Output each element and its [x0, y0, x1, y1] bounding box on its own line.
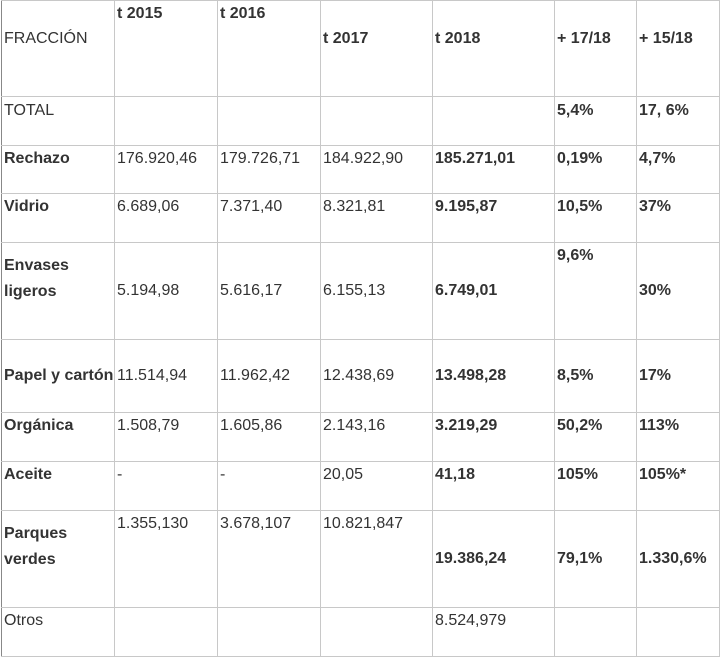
header-t2017: t 2017: [320, 0, 433, 97]
header-t2016: t 2016: [217, 0, 321, 97]
cell-2015: [114, 96, 218, 146]
table-row: Orgánica 1.508,79 1.605,86 2.143,16 3.21…: [1, 412, 720, 462]
cell-2016: -: [217, 461, 321, 511]
cell-var-17-18: 50,2%: [554, 412, 637, 462]
cell-var-17-18: 105%: [554, 461, 637, 511]
cell-var-15-18: 4,7%: [636, 145, 720, 194]
cell-var-15-18: 17, 6%: [636, 96, 720, 146]
cell-2017: 8.321,81: [320, 193, 433, 243]
cell-var-15-18: 113%: [636, 412, 720, 462]
row-name: Parques verdes: [1, 510, 115, 608]
cell-2015: 5.194,98: [114, 242, 218, 340]
cell-2015: [114, 607, 218, 657]
cell-2016: 5.616,17: [217, 242, 321, 340]
cell-2015: 6.689,06: [114, 193, 218, 243]
cell-2015: 1.508,79: [114, 412, 218, 462]
table-row: Parques verdes 1.355,130 3.678,107 10.82…: [1, 510, 720, 608]
table-row: Rechazo 176.920,46 179.726,71 184.922,90…: [1, 145, 720, 194]
cell-2016: 7.371,40: [217, 193, 321, 243]
cell-var-17-18: 9,6%: [554, 242, 637, 340]
table-row: Papel y cartón 11.514,94 11.962,42 12.43…: [1, 339, 720, 413]
cell-2017: [320, 607, 433, 657]
cell-2017: 20,05: [320, 461, 433, 511]
cell-2016: 11.962,42: [217, 339, 321, 413]
header-t2015: t 2015: [114, 0, 218, 97]
cell-2018: [432, 96, 555, 146]
row-name: Rechazo: [1, 145, 115, 194]
cell-2018: 3.219,29: [432, 412, 555, 462]
cell-2017: 12.438,69: [320, 339, 433, 413]
cell-2018: 19.386,24: [432, 510, 555, 608]
cell-2017: 2.143,16: [320, 412, 433, 462]
cell-var-17-18: 79,1%: [554, 510, 637, 608]
row-name: TOTAL: [1, 96, 115, 146]
cell-2017: 6.155,13: [320, 242, 433, 340]
cell-2016: 179.726,71: [217, 145, 321, 194]
cell-2016: [217, 607, 321, 657]
row-name: Orgánica: [1, 412, 115, 462]
cell-2018: 185.271,01: [432, 145, 555, 194]
row-name: Aceite: [1, 461, 115, 511]
cell-2018: 6.749,01: [432, 242, 555, 340]
cell-2015: 11.514,94: [114, 339, 218, 413]
header-var-17-18: + 17/18: [554, 0, 637, 97]
table-row: Envases ligeros 5.194,98 5.616,17 6.155,…: [1, 242, 720, 340]
header-fraccion: FRACCIÓN: [1, 0, 115, 97]
cell-2018: 13.498,28: [432, 339, 555, 413]
header-var-15-18: + 15/18: [636, 0, 720, 97]
cell-2015: 1.355,130: [114, 510, 218, 608]
cell-var-15-18: 1.330,6%: [636, 510, 720, 608]
table-row: TOTAL 5,4% 17, 6%: [1, 96, 720, 146]
table-row: Otros 8.524,979: [1, 607, 720, 657]
row-name: Vidrio: [1, 193, 115, 243]
cell-2018: 41,18: [432, 461, 555, 511]
cell-2018: 9.195,87: [432, 193, 555, 243]
cell-2016: 1.605,86: [217, 412, 321, 462]
cell-var-17-18: [554, 607, 637, 657]
cell-2017: 10.821,847: [320, 510, 433, 608]
cell-2018: 8.524,979: [432, 607, 555, 657]
cell-2016: 3.678,107: [217, 510, 321, 608]
cell-var-17-18: 8,5%: [554, 339, 637, 413]
cell-2017: [320, 96, 433, 146]
cell-2015: -: [114, 461, 218, 511]
cell-var-17-18: 10,5%: [554, 193, 637, 243]
cell-2016: [217, 96, 321, 146]
cell-var-15-18: 37%: [636, 193, 720, 243]
row-name: Papel y cartón: [1, 339, 115, 413]
row-name: Envases ligeros: [1, 242, 115, 340]
table-row: Vidrio 6.689,06 7.371,40 8.321,81 9.195,…: [1, 193, 720, 243]
row-name: Otros: [1, 607, 115, 657]
cell-var-15-18: 17%: [636, 339, 720, 413]
table-row: Aceite - - 20,05 41,18 105% 105%*: [1, 461, 720, 511]
cell-2015: 176.920,46: [114, 145, 218, 194]
header-t2018: t 2018: [432, 0, 555, 97]
header-row: FRACCIÓN t 2015 t 2016 t 2017 t 2018 + 1…: [1, 0, 720, 97]
cell-var-15-18: 105%*: [636, 461, 720, 511]
cell-var-17-18: 5,4%: [554, 96, 637, 146]
cell-var-15-18: [636, 607, 720, 657]
cell-2017: 184.922,90: [320, 145, 433, 194]
cell-var-17-18: 0,19%: [554, 145, 637, 194]
cell-var-15-18: 30%: [636, 242, 720, 340]
